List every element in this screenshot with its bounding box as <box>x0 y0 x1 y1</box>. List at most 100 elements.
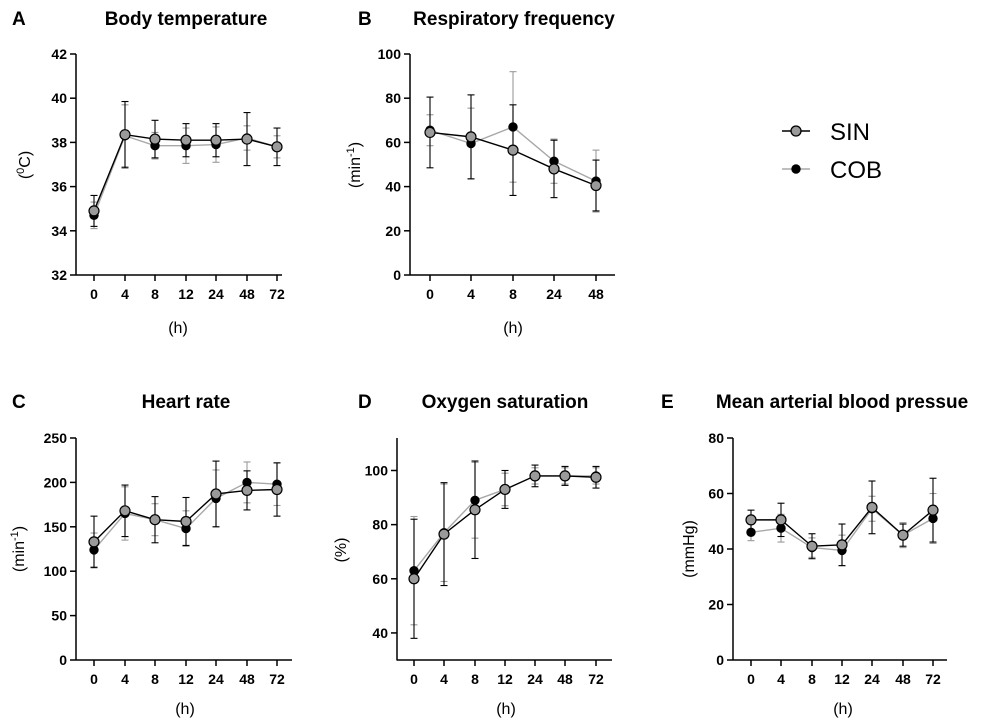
y-tick-label: 38 <box>51 134 67 150</box>
data-point-sin <box>438 528 450 540</box>
x-tick-label: 4 <box>777 671 785 687</box>
y-tick-label: 40 <box>372 625 388 641</box>
x-tick-label: 0 <box>747 671 755 687</box>
legend: SIN COB <box>782 119 882 184</box>
x-tick-label: 4 <box>467 286 475 302</box>
legend-label-sin: SIN <box>830 119 870 146</box>
y-tick-label: 0 <box>59 652 67 668</box>
data-point-sin <box>210 134 222 146</box>
data-point-sin <box>210 488 222 500</box>
y-tick-label: 50 <box>51 608 67 624</box>
series-sin <box>408 460 602 639</box>
data-point-sin <box>241 133 253 145</box>
y-tick-label: 20 <box>708 597 724 613</box>
y-tick-label: 100 <box>365 462 389 478</box>
x-axis-label-e: (h) <box>833 701 853 718</box>
y-tick-label: 60 <box>708 486 724 502</box>
x-tick-label: 4 <box>121 286 129 302</box>
x-tick-label: 8 <box>808 671 816 687</box>
y-axis-label-b: (min-1) <box>345 142 364 188</box>
legend-entry-sin: SIN <box>782 119 870 146</box>
data-point-sin <box>866 501 878 513</box>
data-point-sin <box>897 529 909 541</box>
panel-title-respiratory-frequency: Respiratory frequency <box>413 9 615 30</box>
data-point-sin <box>469 504 481 516</box>
x-tick-label: 24 <box>208 671 224 687</box>
data-point-sin <box>149 133 161 145</box>
y-tick-label: 20 <box>385 223 401 239</box>
y-tick-label: 32 <box>51 267 67 283</box>
x-tick-label: 12 <box>834 671 850 687</box>
data-point-sin <box>88 536 100 548</box>
x-tick-label: 12 <box>178 671 194 687</box>
data-point-sin <box>548 163 560 175</box>
y-axis-label-e: (mmHg) <box>681 520 698 578</box>
panel-heart-rate: C Heart rate (h) (min-1) 0 50 100 150 200 250… <box>9 392 292 718</box>
y-axis-label-c-main: (min <box>11 541 28 572</box>
x-tick-label: 8 <box>151 671 159 687</box>
data-point-sin <box>507 144 519 156</box>
series-sin <box>424 94 602 212</box>
x-tick-label: 0 <box>90 286 98 302</box>
data-point-sin <box>775 514 787 526</box>
y-tick-label: 40 <box>385 179 401 195</box>
data-point-sin <box>559 470 571 482</box>
x-axis-label-b: (h) <box>503 320 523 337</box>
data-point-sin <box>806 540 818 552</box>
x-tick-label: 4 <box>440 671 448 687</box>
y-tick-label: 0 <box>716 652 724 668</box>
y-tick-label: 200 <box>44 474 68 490</box>
x-tick-label: 24 <box>527 671 543 687</box>
y-axis-label-a-sup: 0 <box>15 168 27 174</box>
data-point-sin <box>590 471 602 483</box>
y-axis-label-c-sup: -1 <box>9 531 21 541</box>
data-point-sin <box>119 129 131 141</box>
data-point-sin <box>465 131 477 143</box>
y-axis-label-b-sup: -1 <box>345 147 357 157</box>
x-tick-label: 72 <box>925 671 941 687</box>
x-tick-label: 72 <box>588 671 604 687</box>
panel-title-body-temperature: Body temperature <box>105 9 268 30</box>
panel-mean-arterial-blood-pressure: E Mean arterial blood pressue (h) (mmHg)… <box>661 392 968 718</box>
x-tick-label: 4 <box>121 671 129 687</box>
x-tick-label: 24 <box>546 286 562 302</box>
panel-letter-b: B <box>358 9 372 30</box>
y-axis-label-a-main: ( <box>17 173 34 179</box>
y-tick-label: 42 <box>51 46 67 62</box>
x-tick-label: 48 <box>239 671 255 687</box>
panel-letter-e: E <box>661 392 674 413</box>
panel-letter-a: A <box>12 9 26 30</box>
x-tick-label: 8 <box>509 286 517 302</box>
data-point-sin <box>271 483 283 496</box>
panel-title-mean-arterial-blood-pressure: Mean arterial blood pressue <box>716 392 968 413</box>
y-tick-label: 60 <box>372 571 388 587</box>
y-axis-label-b-tail: ) <box>347 142 364 147</box>
panel-respiratory-frequency: B Respiratory frequency (h) (min-1) 0 20 4… <box>345 9 615 337</box>
data-point-sin <box>271 141 283 153</box>
y-tick-label: 80 <box>385 90 401 106</box>
y-axis-label-d: (%) <box>333 538 350 563</box>
data-point-sin <box>408 573 420 585</box>
x-axis-label-d: (h) <box>496 701 516 718</box>
data-point-sin <box>836 539 848 551</box>
y-tick-label: 80 <box>372 517 388 533</box>
x-tick-label: 0 <box>90 671 98 687</box>
data-point-sin <box>927 504 939 516</box>
x-axis-label-c: (h) <box>175 701 195 718</box>
legend-marker-sin <box>790 125 802 137</box>
series-sin <box>88 100 283 227</box>
x-tick-label: 48 <box>239 286 255 302</box>
y-tick-label: 100 <box>44 563 68 579</box>
data-point-sin <box>149 514 161 526</box>
panel-title-heart-rate: Heart rate <box>142 392 231 413</box>
data-point-sin <box>180 515 192 528</box>
data-point-sin <box>745 514 757 526</box>
y-tick-label: 40 <box>708 541 724 557</box>
legend-label-cob: COB <box>830 157 882 184</box>
x-tick-label: 48 <box>557 671 573 687</box>
panel-letter-c: C <box>12 392 26 413</box>
data-point-sin <box>590 179 602 192</box>
panel-body-temperature: A Body temperature (h) (0C) 323436384042… <box>12 9 285 337</box>
y-axis-label-d-main: (%) <box>333 538 350 563</box>
